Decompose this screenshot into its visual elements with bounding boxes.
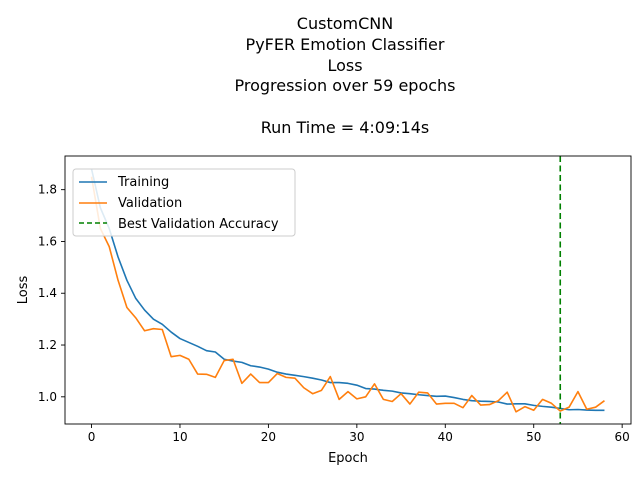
- y-axis-ticks: 1.0 1.2 1.4 1.6 1.8: [38, 183, 65, 404]
- y-axis-label: Loss: [16, 276, 31, 305]
- x-axis-label: Epoch: [328, 451, 368, 466]
- y-tick-label-4: 1.8: [38, 183, 57, 197]
- legend-box: [72, 168, 296, 237]
- legend: Training Validation Best Validation Accu…: [72, 168, 296, 237]
- y-tick-label-0: 1.0: [38, 390, 57, 404]
- x-tick-label-10: 10: [172, 430, 187, 444]
- legend-label-validation: Validation: [118, 196, 182, 211]
- x-tick-label-20: 20: [261, 430, 276, 444]
- y-tick-label-1: 1.2: [38, 338, 57, 352]
- x-tick-label-0: 0: [88, 430, 96, 444]
- y-tick-label-3: 1.6: [38, 234, 57, 248]
- x-axis-ticks: 0 10 20 30 40 50 60: [88, 424, 630, 444]
- plot-frame: [64, 155, 632, 425]
- title-line-2: PyFER Emotion Classifier: [246, 35, 445, 54]
- title-line-1: CustomCNN: [297, 14, 393, 33]
- x-tick-label-50: 50: [526, 430, 541, 444]
- y-tick-label-2: 1.4: [38, 286, 57, 300]
- x-tick-label-40: 40: [438, 430, 453, 444]
- training-line: [90, 168, 605, 412]
- chart-title: CustomCNN PyFER Emotion Classifier Loss …: [234, 14, 455, 137]
- title-line-3: Loss: [327, 56, 362, 75]
- validation-line: [90, 176, 605, 413]
- legend-label-training: Training: [117, 175, 169, 190]
- title-line-6: Run Time = 4:09:14s: [261, 118, 430, 137]
- x-tick-label-30: 30: [349, 430, 364, 444]
- x-tick-label-60: 60: [615, 430, 630, 444]
- legend-label-best-validation: Best Validation Accuracy: [118, 217, 279, 232]
- plot-area: [90, 156, 605, 424]
- title-line-4: Progression over 59 epochs: [234, 76, 455, 95]
